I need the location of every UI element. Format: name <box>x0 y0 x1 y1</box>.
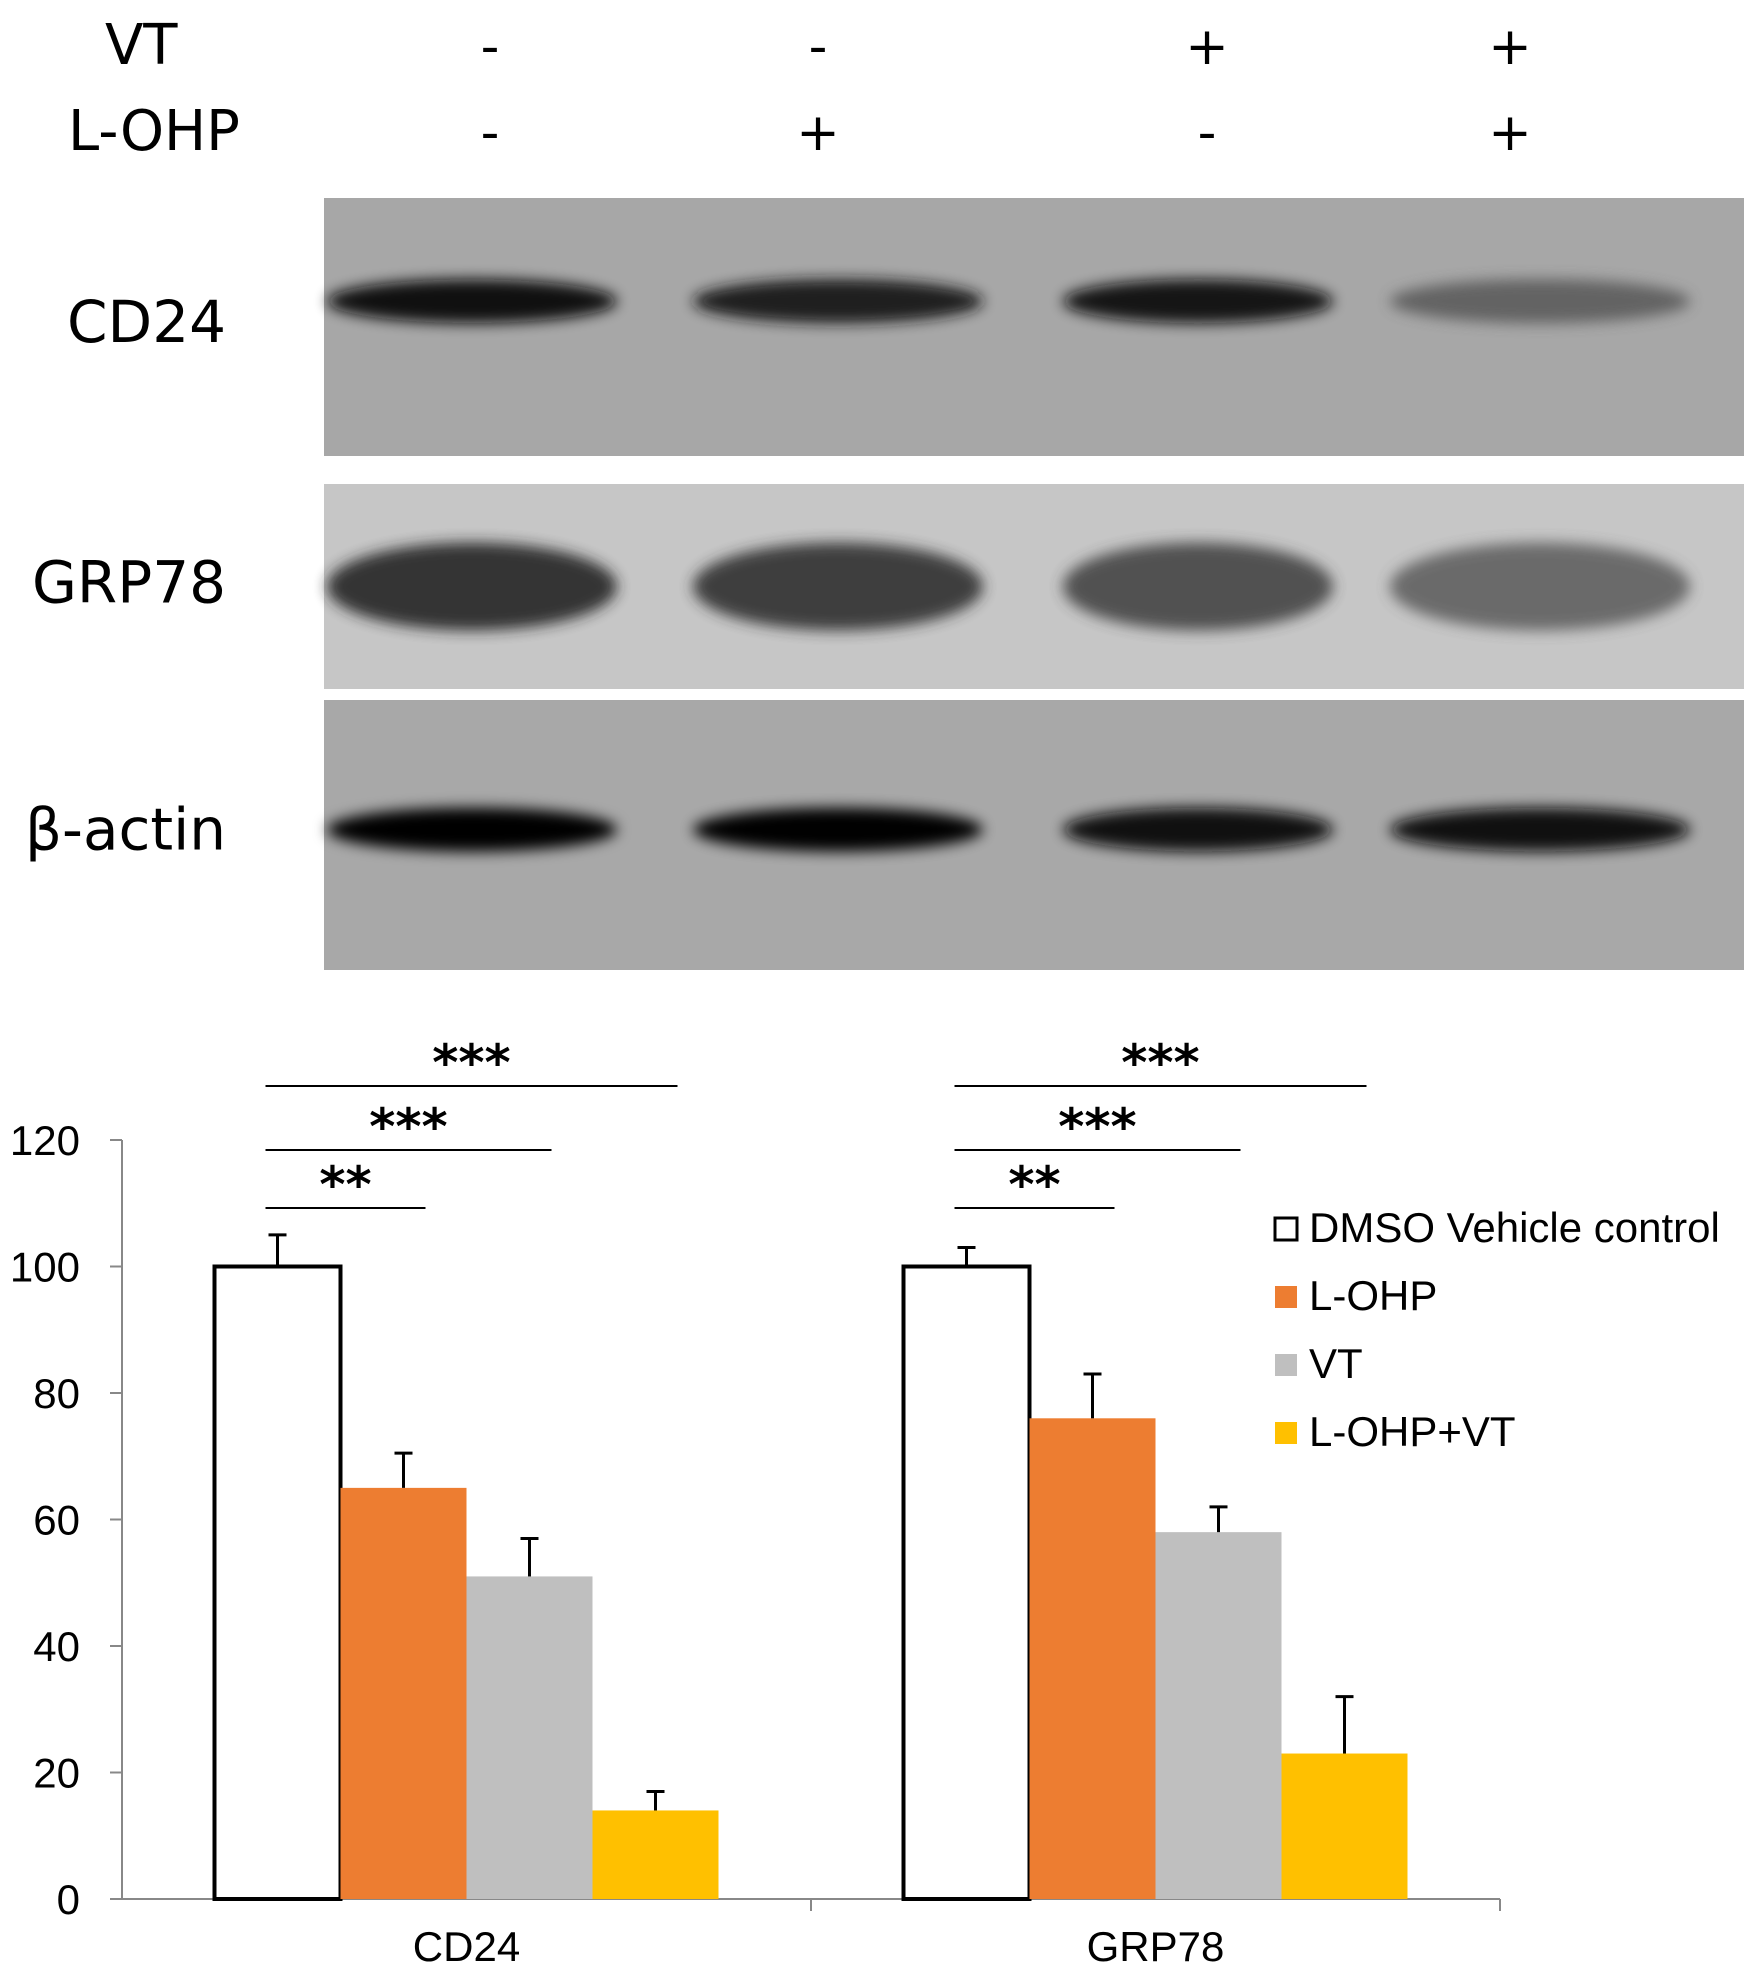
bar <box>466 1576 593 1899</box>
legend-swatch <box>1273 1216 1299 1242</box>
legend-label: DMSO Vehicle control <box>1309 1204 1720 1251</box>
significance-label: *** <box>1121 1034 1199 1092</box>
blot-band <box>1063 279 1333 324</box>
blot-band <box>693 279 983 324</box>
treatment-sign: + <box>1488 103 1532 163</box>
y-tick-label: 60 <box>33 1497 80 1544</box>
blot-band <box>327 807 617 852</box>
blot-band <box>1063 542 1333 631</box>
legend-label: L-OHP <box>1309 1272 1437 1319</box>
treatment-sign: + <box>1488 17 1532 77</box>
legend-swatch <box>1275 1286 1297 1308</box>
x-tick-label: GRP78 <box>1087 1923 1225 1970</box>
significance-label: ** <box>1008 1156 1060 1214</box>
treatment-sign: - <box>481 17 500 77</box>
bar <box>212 1264 343 1901</box>
significance-label: ** <box>319 1156 371 1214</box>
blot-panel-label: CD24 <box>67 288 226 356</box>
blot-band <box>1390 807 1690 852</box>
treatment-sign: - <box>1198 103 1217 163</box>
blot-band <box>1390 279 1690 324</box>
bar <box>1281 1753 1408 1899</box>
blot-panel-background <box>324 198 1744 456</box>
x-tick-label: CD24 <box>413 1923 520 1970</box>
blot-panel-label: β-actin <box>25 796 226 864</box>
treatment-sign: - <box>809 17 828 77</box>
bar <box>1155 1532 1282 1899</box>
blot-band <box>1063 807 1333 852</box>
legend-label: VT <box>1309 1340 1363 1387</box>
blot-panel-label: GRP78 <box>32 548 226 616</box>
bar <box>1029 1418 1156 1899</box>
blot-panel-2: β-actin <box>25 700 1744 970</box>
treatment-sign: + <box>1185 17 1229 77</box>
significance-label: *** <box>1058 1098 1136 1156</box>
treatment-label-0: VT <box>105 13 178 78</box>
legend-label: L-OHP+VT <box>1309 1408 1516 1455</box>
bar <box>340 1487 467 1899</box>
y-tick-label: 80 <box>33 1370 80 1417</box>
significance-label: *** <box>432 1034 510 1092</box>
bar <box>592 1810 719 1899</box>
blot-panel-1: GRP78 <box>32 484 1744 689</box>
bar <box>901 1264 1032 1901</box>
y-tick-label: 120 <box>10 1117 80 1164</box>
y-tick-label: 100 <box>10 1244 80 1291</box>
y-tick-label: 20 <box>33 1750 80 1797</box>
legend-swatch <box>1275 1422 1297 1444</box>
treatment-label-1: L-OHP <box>68 99 240 164</box>
treatment-sign: - <box>481 103 500 163</box>
treatment-sign: + <box>796 103 840 163</box>
significance-label: *** <box>369 1098 447 1156</box>
blot-band <box>327 542 617 631</box>
blot-band <box>327 279 617 324</box>
legend-swatch <box>1275 1354 1297 1376</box>
blot-band <box>693 807 983 852</box>
y-tick-label: 0 <box>57 1876 80 1923</box>
blot-band <box>1390 542 1690 631</box>
blot-band <box>693 542 983 631</box>
western-blot: VT - - + + L-OHP - + - + CD24 GRP78 β-actin <box>25 13 1744 970</box>
blot-panel-0: CD24 <box>67 198 1744 456</box>
y-tick-label: 40 <box>33 1623 80 1670</box>
